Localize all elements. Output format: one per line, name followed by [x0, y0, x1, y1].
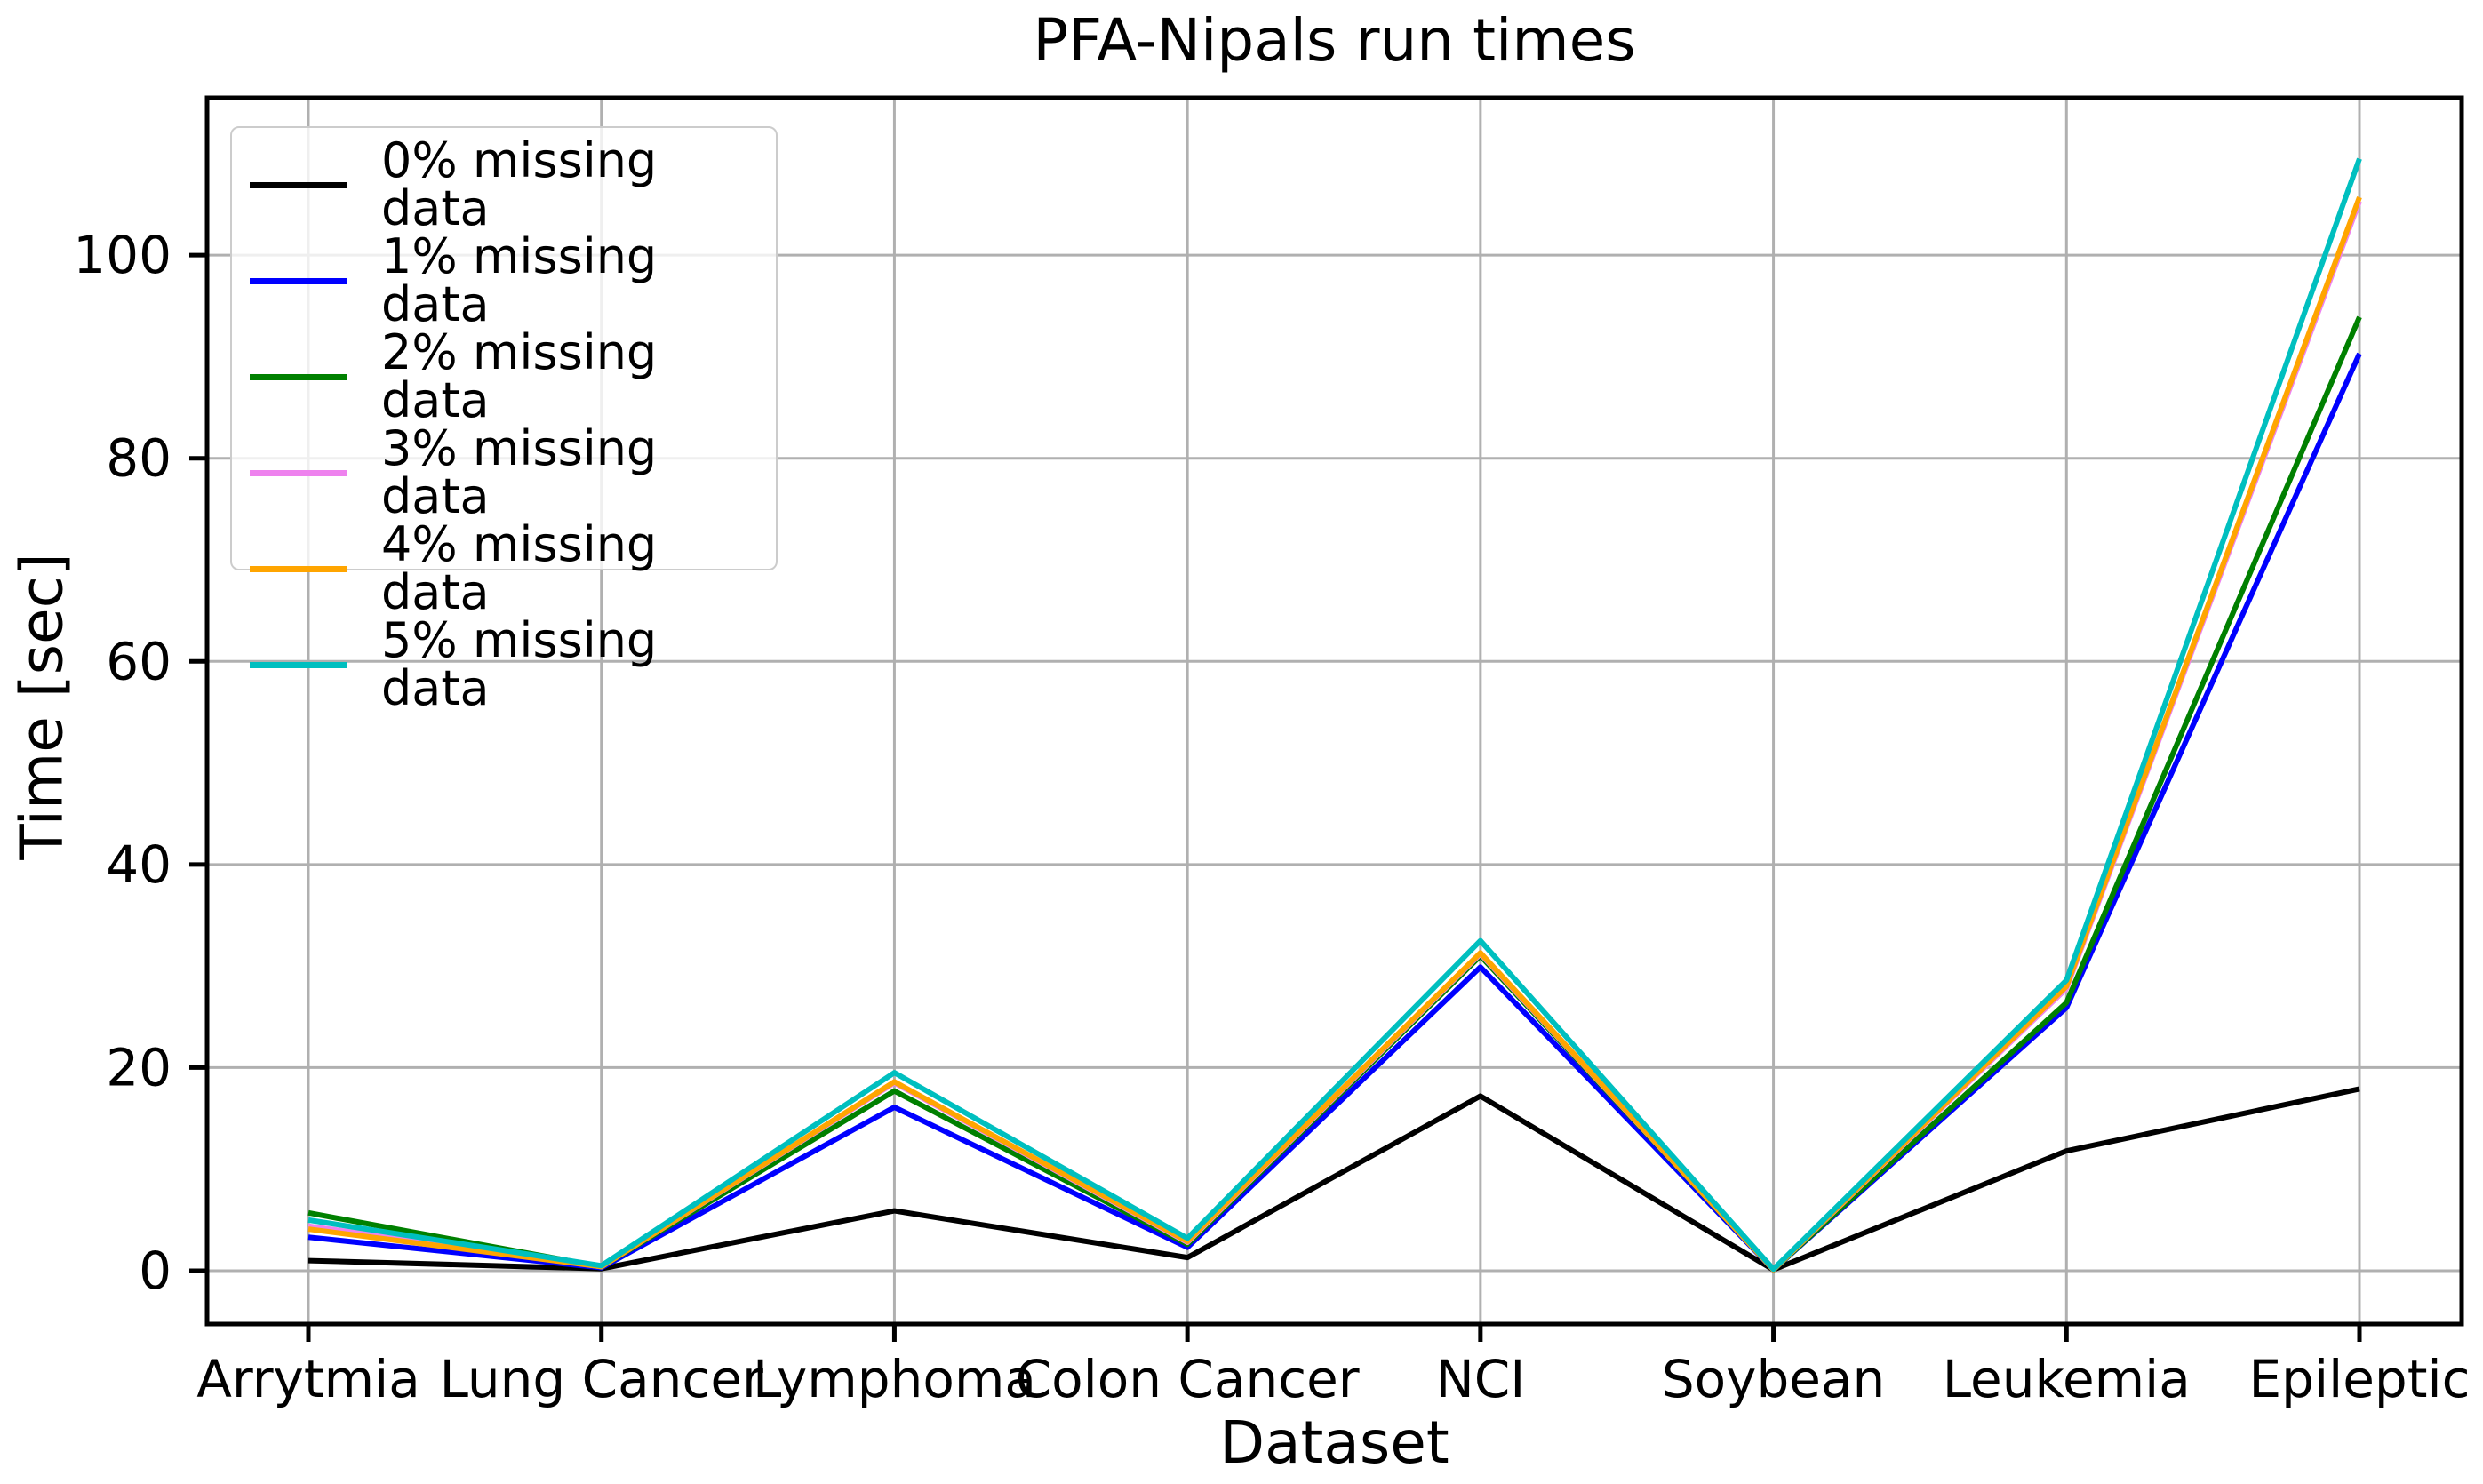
legend: 0% missing data 1% missing data 2% missing… [230, 126, 778, 713]
x-tick-label: Epileptic [2249, 1349, 2471, 1409]
y-tick-label: 60 [106, 631, 172, 691]
x-tick-label: Leukemia [1943, 1349, 2191, 1409]
legend-item: 1% missing data [232, 233, 776, 329]
x-tick-label: Soybean [1662, 1349, 1885, 1409]
x-tick-label: Arrytmia [196, 1349, 420, 1409]
legend-label: 3% missing data [381, 420, 658, 524]
legend-item: 4% missing data [232, 521, 776, 617]
legend-item: 0% missing data [232, 137, 776, 233]
legend-label: 2% missing data [381, 324, 658, 428]
axes-spine [204, 95, 2464, 1327]
x-tick-label: NCI [1435, 1349, 1525, 1409]
x-tick-label: Colon Cancer [1016, 1349, 1360, 1409]
y-tick-label: 20 [106, 1037, 172, 1097]
legend-label: 5% missing data [381, 612, 658, 716]
legend-swatch [250, 565, 347, 572]
y-tick-label: 80 [106, 428, 172, 489]
series-line [307, 1086, 2360, 1273]
x-axis-label: Dataset [1219, 1408, 1449, 1477]
x-tick-label: Lymphoma [753, 1349, 1036, 1409]
legend-label: 0% missing data [381, 132, 658, 236]
chart-title: PFA-Nipals run times [1033, 6, 1636, 75]
series-line [307, 157, 2362, 1273]
series-line [307, 352, 2362, 1273]
x-tick-label: Lung Cancer [440, 1349, 763, 1409]
legend-swatch [250, 661, 347, 668]
legend-label: 4% missing data [381, 516, 658, 620]
legend-item: 2% missing data [232, 329, 776, 425]
y-tick-label: 0 [139, 1241, 172, 1301]
legend-swatch [250, 373, 347, 380]
legend-item: 3% missing data [232, 425, 776, 521]
legend-label: 1% missing data [381, 228, 658, 332]
y-tick-label: 40 [106, 834, 172, 895]
y-axis-label: Time [sec] [7, 553, 76, 860]
legend-swatch [250, 277, 347, 284]
legend-item: 5% missing data [232, 617, 776, 713]
legend-swatch [250, 181, 347, 188]
y-tick-label: 100 [73, 225, 172, 285]
legend-swatch [250, 469, 347, 476]
